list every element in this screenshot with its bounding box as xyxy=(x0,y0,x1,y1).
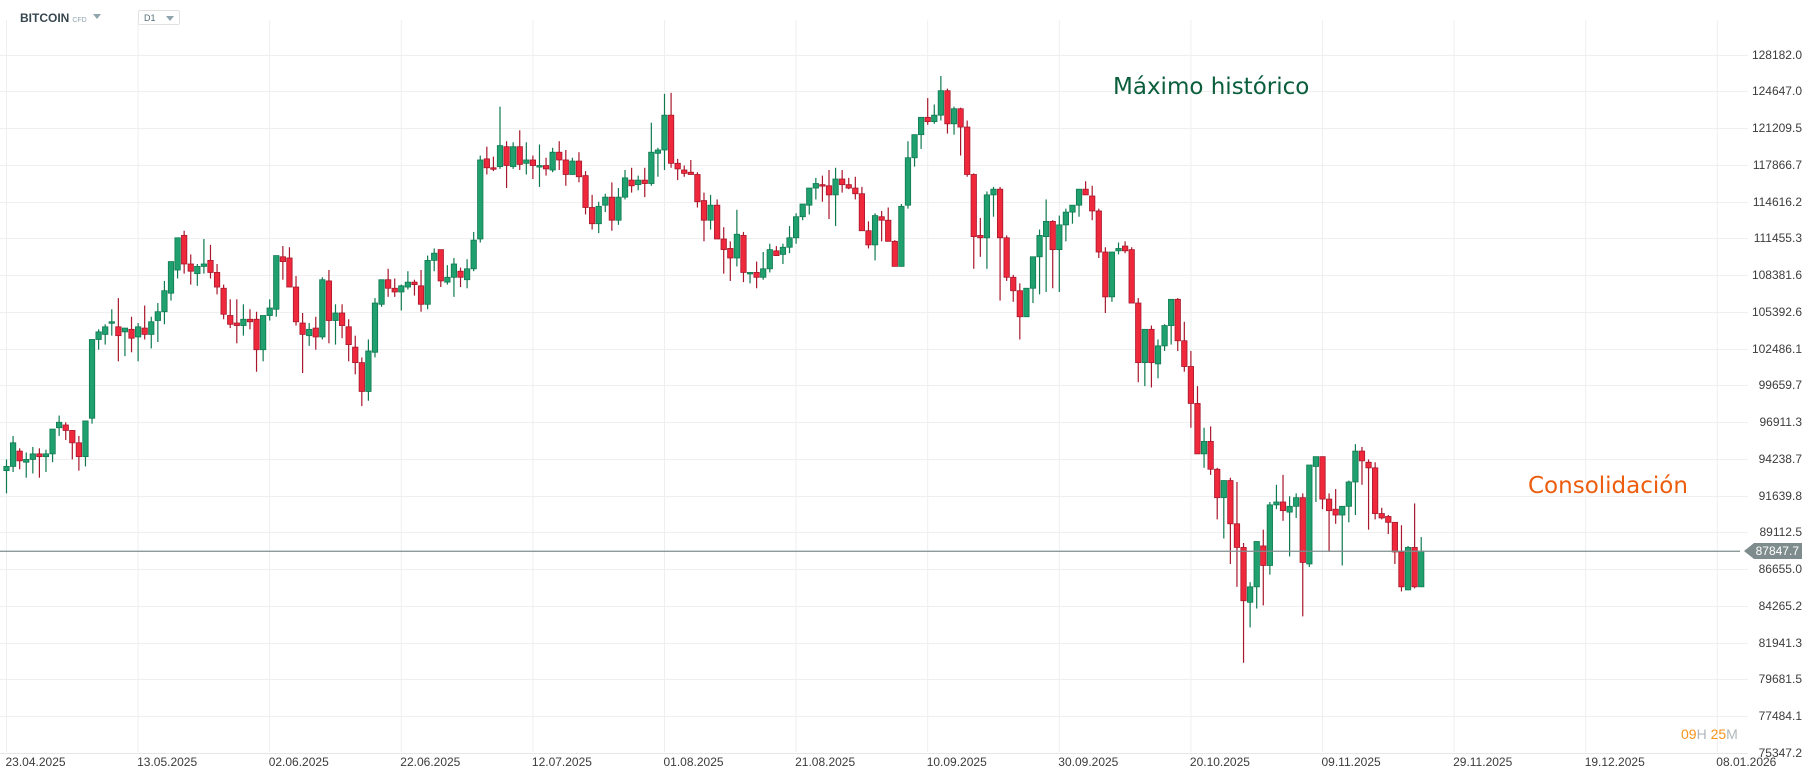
symbol-type: CFD xyxy=(72,17,87,24)
price-axis-label: 99659.7 xyxy=(1758,377,1802,392)
price-axis-label: 124647.0 xyxy=(1751,83,1802,98)
price-axis-label: 108381.6 xyxy=(1751,267,1802,282)
chevron-down-icon xyxy=(166,16,174,21)
price-axis-label: 84265.2 xyxy=(1758,598,1802,613)
countdown-hours: 09 xyxy=(1681,726,1697,742)
time-axis-label: 12.07.2025 xyxy=(531,755,592,769)
current-price-tag: 87847.7 xyxy=(1743,543,1802,560)
time-axis-label: 13.05.2025 xyxy=(137,755,198,769)
price-axis-label: 91639.8 xyxy=(1758,488,1802,503)
price-axis-label: 111455.3 xyxy=(1753,230,1802,245)
time-axis-label: 22.06.2025 xyxy=(400,755,461,769)
price-axis-label: 77484.1 xyxy=(1758,708,1802,723)
time-axis-label: 08.01.2026 xyxy=(1716,755,1777,769)
timeframe-select[interactable]: D1 xyxy=(138,10,180,25)
price-axis-label: 105392.6 xyxy=(1751,304,1802,319)
chart-toolbar: BITCOIN CFD D1 xyxy=(0,0,1810,36)
time-axis-label: 09.11.2025 xyxy=(1321,755,1381,769)
candle-series xyxy=(3,76,1425,663)
chart-grid xyxy=(0,20,1748,754)
time-axis-label: 02.06.2025 xyxy=(268,755,329,769)
countdown-hours-unit: H xyxy=(1696,726,1707,742)
time-axis-label: 21.08.2025 xyxy=(795,755,856,769)
time-axis-label: 29.11.2025 xyxy=(1453,755,1513,769)
time-axis-label: 01.08.2025 xyxy=(663,755,724,769)
chevron-down-icon[interactable] xyxy=(93,14,101,19)
symbol-name: BITCOIN xyxy=(20,11,70,25)
annotation-all-time-high: Máximo histórico xyxy=(1113,74,1310,100)
price-axis-label: 121209.5 xyxy=(1751,120,1802,135)
time-axis-label: 30.09.2025 xyxy=(1058,755,1119,769)
price-axis-label: 102486.1 xyxy=(1751,341,1802,356)
candle-countdown: 09H 25M xyxy=(1681,726,1738,742)
price-axis-label: 128182.0 xyxy=(1751,47,1802,62)
price-axis-label: 94238.7 xyxy=(1758,451,1802,466)
symbol-selector[interactable]: BITCOIN CFD xyxy=(20,11,87,25)
countdown-minutes-unit: M xyxy=(1726,726,1738,742)
time-axis-label: 23.04.2025 xyxy=(5,755,66,769)
price-axis-label: 81941.3 xyxy=(1758,635,1802,650)
price-axis-label: 79681.5 xyxy=(1758,671,1802,686)
price-axis-label: 114616.2 xyxy=(1752,194,1802,209)
time-axis-label: 20.10.2025 xyxy=(1189,755,1250,769)
price-axis-label: 89112.5 xyxy=(1759,524,1803,539)
time-axis-label: 19.12.2025 xyxy=(1584,755,1645,769)
price-axis-label: 117866.7 xyxy=(1752,157,1802,172)
timeframe-value: D1 xyxy=(144,13,156,23)
countdown-minutes: 25 xyxy=(1710,726,1727,742)
price-axis-label: 75347.2 xyxy=(1758,745,1802,760)
time-axis-label: 10.09.2025 xyxy=(926,755,987,769)
price-axis-label: 96911.3 xyxy=(1759,414,1803,429)
price-axis-label: 86655.0 xyxy=(1758,561,1802,576)
annotation-consolidation: Consolidación xyxy=(1528,473,1688,499)
